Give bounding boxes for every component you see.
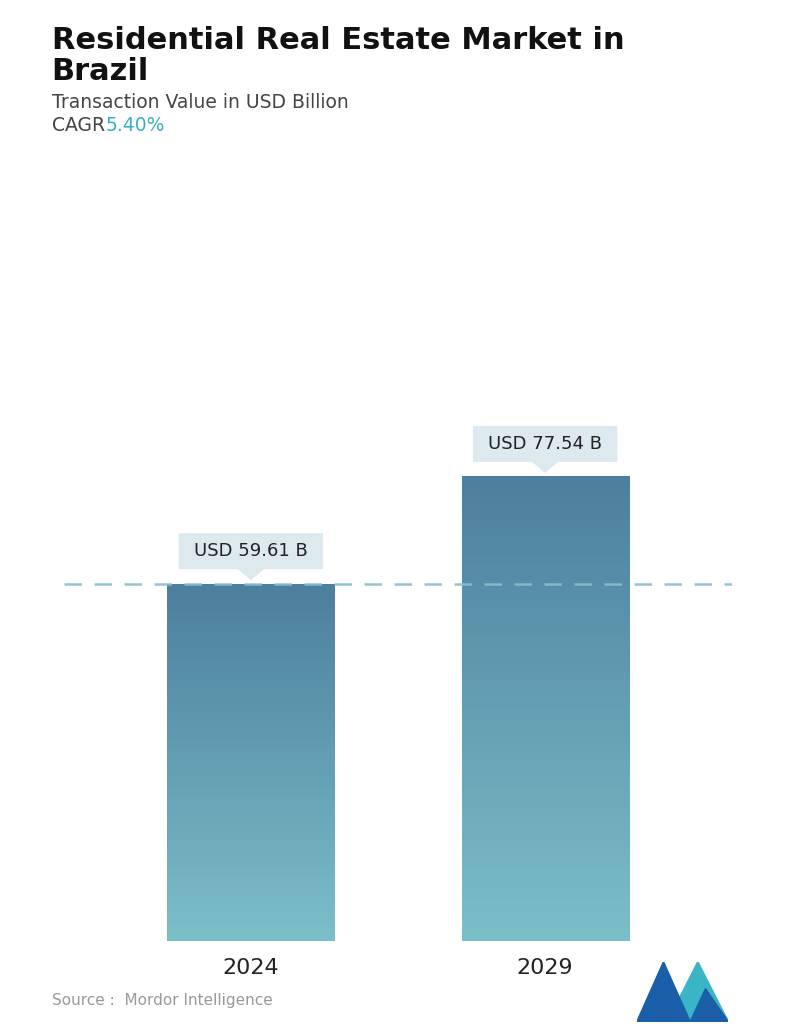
Text: CAGR: CAGR bbox=[52, 116, 111, 134]
Polygon shape bbox=[533, 462, 557, 472]
Text: Source :  Mordor Intelligence: Source : Mordor Intelligence bbox=[52, 993, 272, 1008]
Polygon shape bbox=[239, 569, 263, 579]
Polygon shape bbox=[667, 962, 728, 1022]
FancyBboxPatch shape bbox=[178, 534, 323, 569]
Text: 5.40%: 5.40% bbox=[106, 116, 166, 134]
Text: USD 77.54 B: USD 77.54 B bbox=[488, 435, 602, 453]
Text: USD 59.61 B: USD 59.61 B bbox=[194, 542, 308, 560]
Text: Brazil: Brazil bbox=[52, 57, 149, 86]
Polygon shape bbox=[690, 989, 728, 1022]
Text: Residential Real Estate Market in: Residential Real Estate Market in bbox=[52, 26, 624, 55]
Polygon shape bbox=[637, 962, 690, 1022]
FancyBboxPatch shape bbox=[473, 426, 618, 462]
Text: Transaction Value in USD Billion: Transaction Value in USD Billion bbox=[52, 93, 349, 112]
